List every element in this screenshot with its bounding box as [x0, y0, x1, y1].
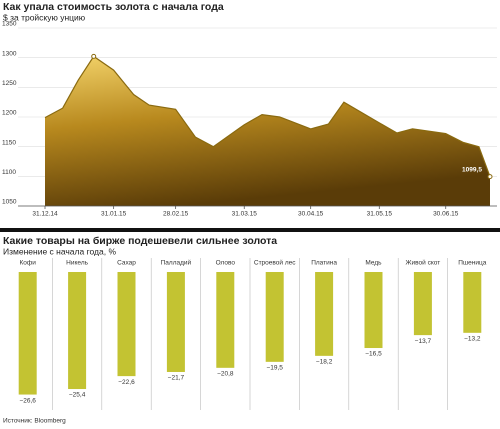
y-tick-label: 1350	[2, 21, 17, 28]
value-label: −22,6	[118, 379, 135, 386]
x-tick-label: 31.05.15	[367, 211, 393, 218]
bar	[463, 272, 482, 333]
y-tick-label: 1100	[2, 169, 16, 176]
category-label: Сахар	[117, 260, 136, 267]
category-label: Строевой лес	[254, 259, 296, 267]
category-label: Пшеница	[458, 260, 486, 267]
y-tick-label: 1050	[2, 199, 17, 206]
bar	[68, 272, 87, 390]
x-tick-label: 28.02.15	[163, 211, 189, 218]
point	[91, 53, 97, 59]
x-tick-label: 31.03.15	[232, 211, 258, 218]
value-label: −13,2	[464, 336, 481, 343]
value-label: −13,7	[415, 338, 432, 345]
price-line	[44, 55, 491, 177]
bar	[216, 272, 235, 368]
point	[487, 174, 493, 180]
y-tick-label: 1250	[2, 80, 17, 87]
value-label: −21,7	[168, 375, 185, 382]
bar	[413, 272, 432, 336]
value-label: 1302,13	[82, 46, 106, 53]
gold-area	[45, 56, 490, 207]
category-label: Живой скот	[406, 259, 441, 267]
y-tick-label: 1300	[2, 50, 17, 57]
bar	[315, 272, 334, 356]
bar	[18, 272, 37, 395]
y-tick-label: 1150	[2, 139, 16, 146]
value-label: 1099,5	[462, 166, 482, 173]
bar	[117, 272, 136, 377]
source: Источник: Bloomberg	[3, 418, 66, 425]
value-label: −26,6	[19, 397, 36, 404]
value-label: −20,8	[217, 371, 234, 378]
x-tick-label: 31.12.14	[32, 211, 58, 218]
y-tick-label: 1200	[2, 110, 17, 117]
category-label: Никель	[66, 260, 88, 267]
x-tick-label: 30.06.15	[433, 211, 459, 218]
chart-title: Как упала стоимость золота с начала года	[3, 1, 224, 13]
x-tick-label: 31.01.15	[101, 211, 127, 218]
category-label: Платина	[311, 260, 337, 267]
separator	[0, 228, 500, 232]
value-label: −18,2	[316, 359, 333, 366]
bar	[166, 272, 185, 372]
category-label: Олово	[216, 260, 236, 267]
value-label: −25,4	[69, 392, 86, 399]
bar	[364, 272, 383, 349]
value-label: −16,5	[365, 351, 382, 358]
category-label: Медь	[365, 260, 382, 267]
x-tick-label: 30.04.15	[298, 211, 324, 218]
chart-subtitle: $ за тройскую унцию	[3, 12, 86, 22]
category-label: Палладий	[161, 259, 192, 267]
category-label: Кофи	[20, 260, 37, 267]
chart-subtitle: Изменение с начала года, %	[3, 246, 116, 256]
chart-title: Какие товары на бирже подешевели сильнее…	[3, 235, 277, 247]
bar	[265, 272, 284, 362]
value-label: −19,5	[266, 365, 283, 372]
